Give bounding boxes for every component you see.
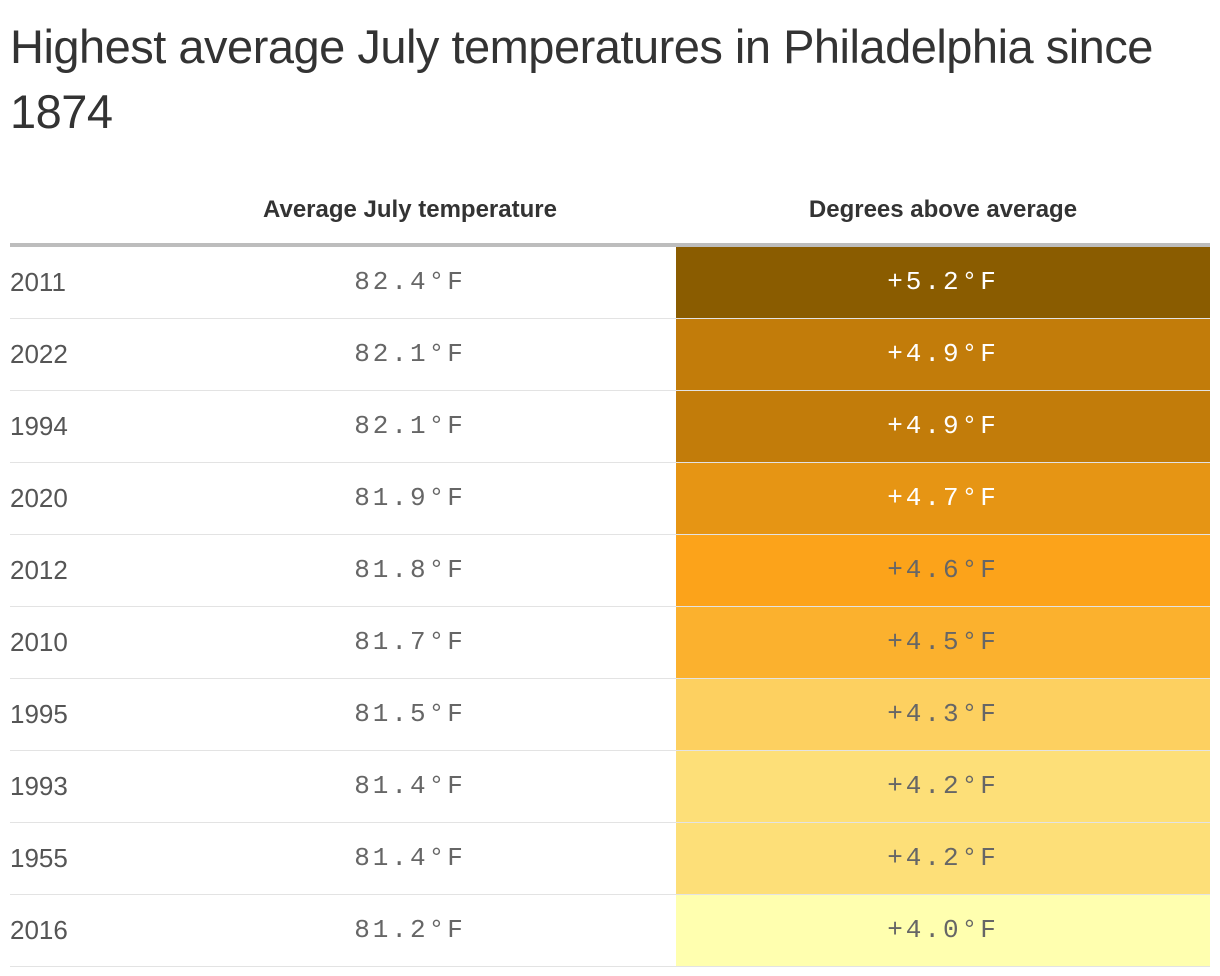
above-average-cell: +4.6°F bbox=[676, 535, 1210, 606]
table-row: 1995 81.5°F +4.3°F bbox=[10, 679, 1210, 751]
table-row: 2020 81.9°F +4.7°F bbox=[10, 463, 1210, 535]
table-row: 2012 81.8°F +4.6°F bbox=[10, 535, 1210, 607]
year-cell: 2016 bbox=[10, 915, 68, 945]
year-cell: 1955 bbox=[10, 843, 68, 873]
temperature-cell: 81.8°F bbox=[354, 555, 466, 585]
above-average-cell: +4.0°F bbox=[676, 895, 1210, 966]
table-header: Average July temperature Degrees above a… bbox=[10, 188, 1210, 247]
above-average-cell: +4.2°F bbox=[676, 823, 1210, 894]
above-average-cell: +4.7°F bbox=[676, 463, 1210, 534]
column-header-temperature: Average July temperature bbox=[263, 196, 557, 223]
temperature-cell: 81.7°F bbox=[354, 627, 466, 657]
table-row: 2010 81.7°F +4.5°F bbox=[10, 607, 1210, 679]
year-cell: 1995 bbox=[10, 699, 68, 729]
above-average-cell: +4.9°F bbox=[676, 391, 1210, 462]
year-cell: 1994 bbox=[10, 411, 68, 441]
chart-title: Highest average July temperatures in Phi… bbox=[10, 20, 1153, 138]
column-header-above-average: Degrees above average bbox=[808, 196, 1078, 223]
temperature-cell: 82.1°F bbox=[354, 411, 466, 441]
temperature-cell: 81.4°F bbox=[354, 771, 466, 801]
temperature-cell: 81.9°F bbox=[354, 483, 466, 513]
temperature-table: Average July temperature Degrees above a… bbox=[10, 188, 1210, 967]
table-row: 2022 82.1°F +4.9°F bbox=[10, 319, 1210, 391]
table-row: 1994 82.1°F +4.9°F bbox=[10, 391, 1210, 463]
above-average-cell: +4.5°F bbox=[676, 607, 1210, 678]
temperature-cell: 81.5°F bbox=[354, 699, 466, 729]
above-average-cell: +4.3°F bbox=[676, 679, 1210, 750]
year-cell: 2022 bbox=[10, 339, 68, 369]
year-cell: 2010 bbox=[10, 627, 68, 657]
temperature-cell: 81.4°F bbox=[354, 843, 466, 873]
year-cell: 2020 bbox=[10, 483, 68, 513]
year-cell: 2011 bbox=[10, 267, 66, 297]
table-row: 1955 81.4°F +4.2°F bbox=[10, 823, 1210, 895]
temperature-cell: 82.4°F bbox=[354, 267, 466, 297]
temperature-cell: 81.2°F bbox=[354, 915, 466, 945]
year-cell: 2012 bbox=[10, 555, 68, 585]
above-average-cell: +4.9°F bbox=[676, 319, 1210, 390]
above-average-cell: +5.2°F bbox=[676, 247, 1210, 318]
table-row: 2016 81.2°F +4.0°F bbox=[10, 895, 1210, 967]
table-row: 2011 82.4°F +5.2°F bbox=[10, 247, 1210, 319]
year-cell: 1993 bbox=[10, 771, 68, 801]
above-average-cell: +4.2°F bbox=[676, 751, 1210, 822]
table-row: 1993 81.4°F +4.2°F bbox=[10, 751, 1210, 823]
temperature-cell: 82.1°F bbox=[354, 339, 466, 369]
